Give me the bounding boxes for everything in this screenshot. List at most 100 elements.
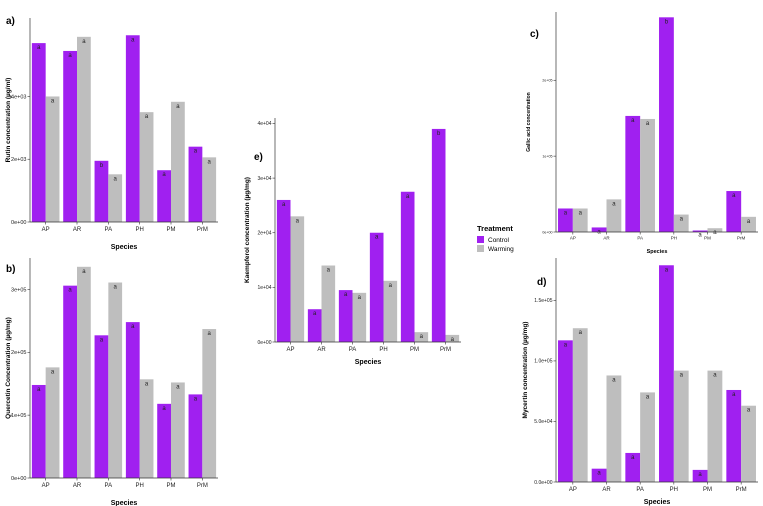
x-tick-label-c-PrM: PrM bbox=[737, 236, 746, 241]
bar-label-b-PM-control: a bbox=[162, 406, 166, 412]
legend-swatch-control bbox=[477, 236, 484, 243]
bar-label-c-PM-warming: a bbox=[713, 230, 717, 236]
bar-b-PH-warming bbox=[139, 379, 154, 478]
bar-a-PH-warming bbox=[139, 112, 154, 222]
bar-label-d-PM-warming: a bbox=[713, 373, 717, 379]
bar-label-d-PA-control: a bbox=[631, 455, 635, 461]
bar-e-AP-control bbox=[276, 199, 291, 342]
bar-c-PH-control bbox=[659, 17, 674, 232]
bar-a-PH-control bbox=[125, 35, 140, 223]
x-tick-label-d-AP: AP bbox=[569, 487, 577, 493]
bar-label-d-PrM-warming: a bbox=[747, 408, 751, 414]
bar-d-PrM-warming bbox=[741, 405, 756, 482]
y-tick-label-c: 2e+05 bbox=[542, 79, 552, 83]
bar-label-d-PA-warming: a bbox=[646, 394, 650, 400]
x-tick-label-e-AP: AP bbox=[286, 347, 294, 353]
bar-d-AP-warming bbox=[572, 328, 588, 482]
x-tick-label-b-AR: AR bbox=[73, 483, 82, 489]
legend-swatch-warming bbox=[477, 245, 484, 252]
bar-d-PH-warming bbox=[673, 370, 689, 482]
bar-label-e-PA-warming: a bbox=[358, 295, 362, 301]
y-tick-label-d: 1.0e+05 bbox=[534, 359, 552, 365]
bar-a-AR-warming bbox=[77, 36, 91, 223]
bar-b-PM-control bbox=[157, 403, 171, 478]
bar-e-PH-warming bbox=[383, 280, 398, 342]
y-tick-label-c: 0e+00 bbox=[542, 230, 552, 234]
bar-label-a-PA-warming: a bbox=[114, 176, 118, 182]
bar-label-c-AP-warming: a bbox=[579, 210, 583, 216]
bar-label-e-AR-control: a bbox=[313, 311, 317, 317]
bar-label-b-PM-warming: a bbox=[176, 384, 180, 390]
bar-d-AR-control bbox=[591, 468, 607, 482]
bar-label-a-AP-control: a bbox=[37, 45, 41, 51]
bar-label-a-PH-control: a bbox=[131, 37, 135, 43]
y-tick-label-e: 1e+04 bbox=[257, 285, 271, 291]
x-tick-label-e-PH: PH bbox=[379, 347, 387, 353]
x-axis-title-b: Species bbox=[111, 500, 138, 506]
y-tick-label-d: 5.0e+04 bbox=[534, 419, 552, 425]
bar-label-c-PA-control: a bbox=[631, 118, 635, 124]
bar-label-b-AP-warming: a bbox=[51, 369, 55, 375]
x-axis-title-a: Species bbox=[111, 244, 138, 251]
x-tick-label-e-AR: AR bbox=[317, 347, 326, 353]
bar-label-a-AP-warming: a bbox=[51, 98, 55, 104]
bar-e-PH-control bbox=[369, 232, 384, 342]
bar-label-e-PrM-warming: a bbox=[451, 337, 455, 343]
bar-d-AR-warming bbox=[606, 375, 622, 482]
bar-label-e-AR-warming: a bbox=[327, 268, 331, 274]
y-tick-label-a: 4e+03 bbox=[11, 94, 26, 100]
x-tick-label-a-PH: PH bbox=[135, 227, 143, 233]
x-tick-label-b-PM: PM bbox=[167, 483, 176, 489]
bar-e-PA-control bbox=[338, 290, 353, 342]
bar-a-PM-control bbox=[157, 170, 171, 222]
bar-label-e-PrM-control: b bbox=[437, 131, 441, 137]
bar-label-b-AP-control: a bbox=[37, 387, 41, 393]
y-tick-label-c: 1e+05 bbox=[542, 154, 552, 158]
bar-e-AR-control bbox=[307, 309, 322, 342]
y-tick-label-b: 3e+05 bbox=[11, 287, 26, 293]
bar-label-d-PH-control: a bbox=[665, 267, 669, 273]
bar-b-AP-warming bbox=[45, 367, 60, 478]
bar-a-AR-control bbox=[63, 50, 77, 223]
y-axis-title-d: Mycertin concentration (µg/mg) bbox=[522, 322, 529, 419]
bar-label-e-PH-control: a bbox=[375, 235, 379, 241]
bar-c-PA-warming bbox=[640, 118, 655, 232]
bar-label-b-PA-control: a bbox=[100, 337, 104, 343]
bar-label-e-PM-warming: a bbox=[420, 334, 424, 340]
bar-b-PA-control bbox=[94, 335, 109, 478]
x-tick-label-e-PM: PM bbox=[410, 347, 419, 353]
bar-label-c-PA-warming: a bbox=[646, 121, 650, 127]
bar-c-PH-warming bbox=[673, 214, 689, 232]
x-tick-label-d-PM: PM bbox=[703, 487, 712, 493]
bar-label-a-PH-warming: a bbox=[145, 114, 149, 120]
bar-label-d-PrM-control: a bbox=[732, 392, 736, 398]
legend: Treatment Control Warming bbox=[477, 224, 514, 253]
y-axis-title-b: Quercetin Concentration (µg/mg) bbox=[5, 317, 12, 419]
bar-label-b-AR-warming: a bbox=[82, 269, 86, 275]
bar-label-c-PH-warming: a bbox=[680, 217, 684, 223]
bar-label-c-AP-control: a bbox=[564, 210, 568, 216]
y-tick-label-e: 4e+04 bbox=[257, 121, 271, 127]
x-tick-label-b-PrM: PrM bbox=[197, 483, 208, 489]
y-tick-label-e: 0e+00 bbox=[257, 340, 271, 346]
bar-a-PM-warming bbox=[171, 101, 185, 222]
x-tick-label-d-PH: PH bbox=[670, 487, 678, 493]
bar-c-PM-control bbox=[692, 230, 708, 232]
bar-label-a-PrM-warming: a bbox=[208, 159, 212, 165]
panel-label-c: c) bbox=[530, 29, 539, 40]
bar-label-a-PM-control: a bbox=[162, 172, 166, 178]
x-axis-title-c: Species bbox=[647, 249, 668, 255]
bar-c-PM-warming bbox=[707, 228, 723, 232]
bar-label-b-PH-control: a bbox=[131, 324, 135, 330]
x-tick-label-b-AP: AP bbox=[42, 483, 50, 489]
bar-e-PrM-control bbox=[431, 128, 446, 342]
y-tick-label-d: 0.0e+00 bbox=[534, 480, 552, 486]
x-tick-label-d-PrM: PrM bbox=[736, 487, 747, 493]
x-tick-label-a-PrM: PrM bbox=[197, 227, 208, 233]
bar-label-c-AR-warming: a bbox=[612, 201, 616, 207]
x-tick-label-b-PA: PA bbox=[105, 483, 113, 489]
bar-label-a-PM-warming: a bbox=[176, 104, 180, 110]
x-tick-label-e-PA: PA bbox=[349, 347, 357, 353]
